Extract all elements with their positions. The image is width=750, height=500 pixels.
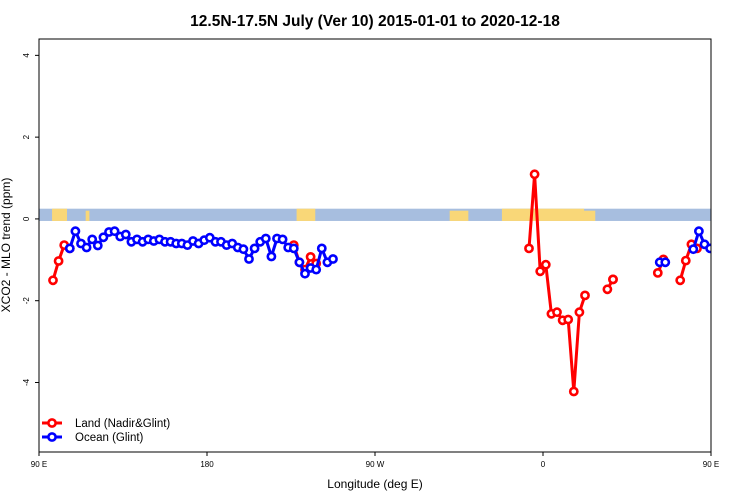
series-ocean (64, 226, 750, 279)
data-point (535, 266, 546, 277)
y-tick-label: -2 (22, 297, 31, 305)
series-line (527, 172, 587, 393)
data-point (705, 243, 711, 254)
data-point (120, 229, 131, 240)
land-patch (296, 208, 316, 221)
data-point (316, 243, 327, 254)
y-tick-label: 4 (22, 53, 31, 58)
data-point (602, 284, 613, 295)
data-point (729, 228, 736, 235)
series-land (48, 169, 702, 397)
legend-label: Land (Nadir&Glint) (75, 418, 170, 430)
land-patch (576, 210, 596, 221)
land-patch (711, 209, 730, 221)
y-tick-label: 2 (22, 134, 31, 139)
data-point (680, 255, 691, 266)
chart-title: 12.5N-17.5N July (Ver 10) 2015-01-01 to … (190, 13, 560, 30)
legend-marker (47, 432, 57, 442)
legend-marker (47, 418, 57, 428)
land-patch (85, 210, 90, 221)
x-tick-label: 90 E (703, 460, 719, 469)
data-point (249, 243, 260, 254)
data-point (70, 226, 81, 237)
data-point (92, 240, 103, 251)
data-point (540, 259, 551, 270)
x-tick-label: 90 E (31, 460, 47, 469)
y-tick-label: 0 (22, 216, 31, 221)
data-point (529, 169, 540, 180)
data-point (563, 314, 574, 325)
data-point (675, 275, 686, 286)
data-point (294, 257, 305, 268)
data-point (109, 226, 120, 237)
data-point (305, 251, 316, 262)
legend-item: Land (Nadir&Glint) (42, 418, 170, 430)
data-point (81, 242, 92, 253)
data-point (694, 226, 704, 237)
data-point (288, 243, 299, 254)
series-layer (48, 169, 750, 397)
data-point (580, 290, 590, 301)
land-patch (449, 210, 469, 221)
data-point (735, 226, 742, 233)
x-axis-label: Longitude (deg E) (327, 477, 422, 491)
data-point (277, 234, 288, 245)
data-point (244, 254, 254, 264)
x-tick-label: 180 (200, 460, 214, 469)
data-point (652, 267, 663, 278)
data-point (688, 244, 699, 255)
data-point (552, 307, 562, 318)
land-patch (501, 208, 585, 221)
data-point (524, 243, 534, 254)
data-point (64, 243, 75, 254)
x-tick-label: 0 (541, 460, 546, 469)
y-axis-label: XCO2 - MLO trend (ppm) (0, 178, 13, 313)
data-point (266, 251, 277, 262)
data-point (48, 275, 58, 286)
x-tick-label: 90 W (366, 460, 385, 469)
data-point (746, 231, 750, 238)
x-axis: 90 E 180 90 W 0 90 E (31, 452, 719, 469)
ocean-strip (39, 208, 711, 221)
legend-item: Ocean (Glint) (42, 432, 144, 444)
legend-label: Ocean (Glint) (75, 432, 144, 444)
data-point (328, 254, 338, 264)
data-point (568, 386, 579, 397)
data-point (574, 307, 585, 318)
data-point (710, 238, 711, 241)
data-point (53, 256, 64, 266)
data-point (740, 233, 747, 240)
land-patch (52, 208, 67, 221)
data-point (311, 264, 322, 275)
data-point (718, 242, 725, 249)
data-point (238, 244, 249, 255)
land-sea-strip (39, 208, 730, 221)
data-point (608, 274, 618, 285)
data-point (300, 268, 310, 279)
data-point (260, 233, 271, 244)
data-point (660, 257, 671, 268)
data-point (723, 233, 730, 240)
data-point (87, 234, 98, 245)
y-tick-label: -4 (22, 378, 31, 386)
data-point (98, 232, 109, 243)
legend: Land (Nadir&Glint) Ocean (Glint) (42, 418, 170, 444)
y-axis: 4 2 0 -2 -4 (22, 53, 39, 386)
